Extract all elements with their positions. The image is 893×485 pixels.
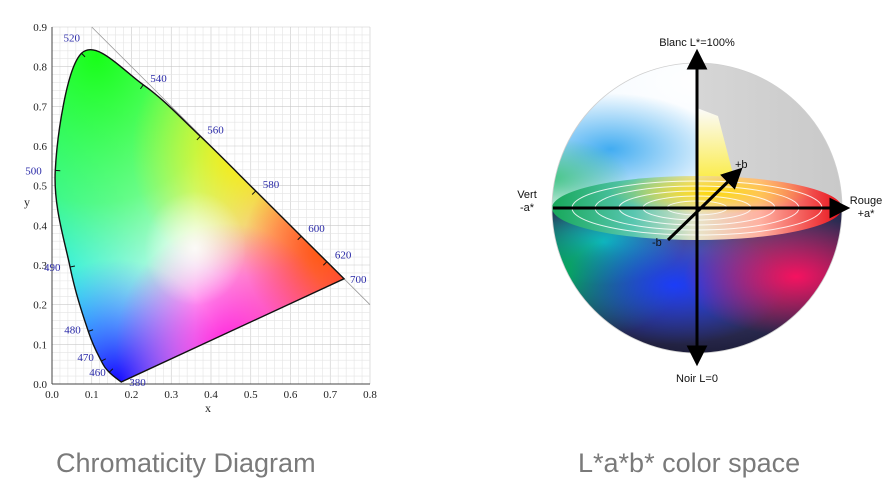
- right-label-rouge: Rouge: [850, 195, 882, 207]
- y-tick-label: 0.6: [33, 141, 47, 153]
- wavelength-label: 500: [25, 165, 42, 177]
- wavelength-label: 540: [150, 73, 167, 85]
- y-tick-label: 0.7: [33, 101, 47, 113]
- y-tick-label: 0.8: [33, 62, 47, 74]
- x-tick-label: 0.6: [284, 389, 298, 401]
- left-label-vert: Vert: [517, 189, 537, 201]
- wavelength-label: 460: [89, 367, 106, 379]
- wavelength-label: 560: [207, 124, 224, 136]
- wavelength-label: 380: [129, 377, 146, 389]
- y-tick-label: 0.5: [33, 181, 47, 193]
- wavelength-label: 580: [263, 179, 280, 191]
- chart-axes: 0.0 0.1 0.2 0.3 0.4 0.5 0.6 0.7 0.8 0.0 0.1 0.2 0.3 0…: [33, 22, 377, 401]
- locus-tick: [251, 190, 257, 195]
- top-label: Blanc L*=100%: [659, 37, 735, 49]
- y-tick-label: 0.4: [33, 220, 47, 232]
- wavelength-label: 520: [64, 32, 81, 44]
- locus-tick: [297, 235, 302, 241]
- plus-b-label: +b: [735, 159, 748, 171]
- minus-b-label: -b: [652, 237, 662, 249]
- locus-tick: [88, 329, 94, 332]
- chromaticity-caption: Chromaticity Diagram: [56, 448, 316, 478]
- locus-tick: [108, 368, 114, 373]
- x-tick-label: 0.7: [323, 389, 337, 401]
- left-label-minus-a: -a*: [520, 202, 535, 214]
- x-tick-label: 0.2: [125, 389, 139, 401]
- y-axis-label: y: [24, 195, 30, 209]
- right-label-plus-a: +a*: [858, 208, 876, 220]
- wavelength-label: 700: [350, 274, 367, 286]
- locus-tick: [322, 261, 328, 266]
- locus-tick: [69, 265, 76, 268]
- x-axis-label: x: [205, 401, 211, 415]
- locus-ticks: [55, 52, 328, 373]
- y-tick-label: 0.1: [33, 339, 47, 351]
- x-tick-label: 0.3: [164, 389, 178, 401]
- y-tick-label: 0.3: [33, 260, 47, 272]
- locus-tick: [101, 358, 107, 362]
- y-tick-label: 0.2: [33, 300, 47, 312]
- x-tick-label: 0.4: [204, 389, 218, 401]
- locus-tick: [139, 84, 144, 90]
- locus-tick: [196, 135, 201, 141]
- b-axis: [666, 167, 743, 242]
- wavelength-label: 490: [44, 262, 61, 274]
- wavelength-label: 480: [64, 324, 81, 336]
- locus-tick: [81, 52, 86, 58]
- x-tick-label: 0.1: [85, 389, 99, 401]
- y-tick-label: 0.0: [33, 379, 47, 391]
- wavelength-label: 620: [335, 250, 352, 262]
- wavelength-labels: 380 460 470 480 490 500 520 540 560 580 600 620 700: [25, 32, 367, 389]
- wavelength-label: 470: [77, 352, 94, 364]
- chromaticity-chart: 0.0 0.1 0.2 0.3 0.4 0.5 0.6 0.7 0.8 0.0 0.1 0.2 0.3 0…: [24, 22, 377, 415]
- x-tick-label: 0.8: [363, 389, 377, 401]
- y-tick-label: 0.9: [33, 22, 47, 34]
- x-tick-label: 0.0: [45, 389, 59, 401]
- lab-caption: L*a*b* color space: [578, 448, 801, 478]
- x-tick-label: 0.5: [244, 389, 258, 401]
- wavelength-label: 600: [308, 223, 325, 235]
- bottom-label: Noir L=0: [676, 373, 718, 385]
- lab-sphere-diagram: Blanc L*=100% Noir L=0 Vert -a* Rouge +a…: [517, 37, 882, 385]
